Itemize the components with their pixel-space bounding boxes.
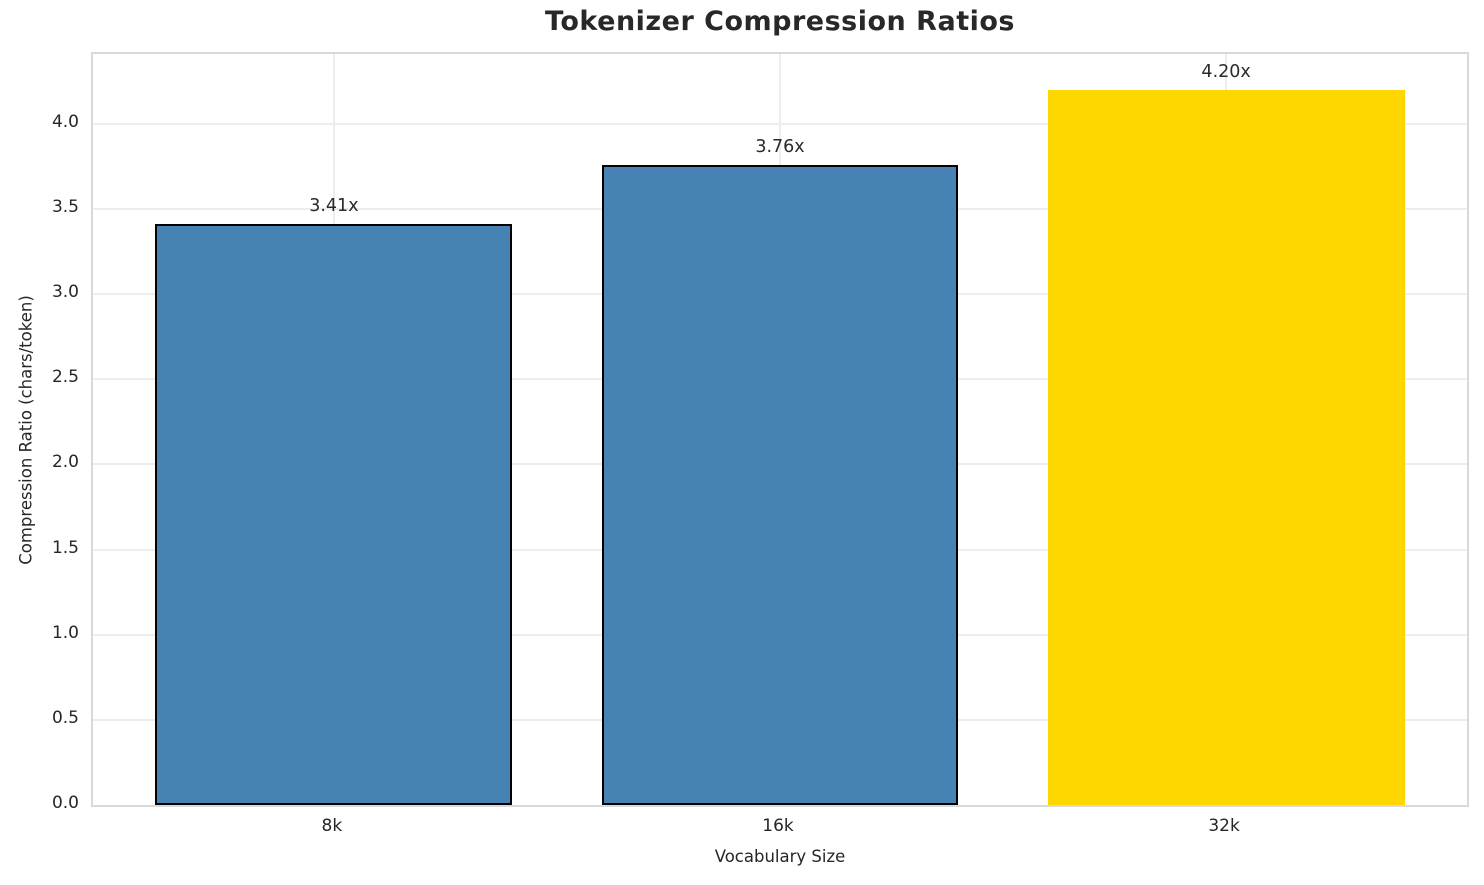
y-tick-label: 1.5 (51, 537, 79, 558)
x-tick-label: 32k (1208, 816, 1240, 836)
bar-value-label: 3.41x (309, 196, 359, 217)
y-axis-label: Compression Ratio (chars/token) (16, 295, 36, 565)
bar-value-label: 3.76x (755, 136, 805, 157)
chart-title: Tokenizer Compression Ratios (545, 6, 1015, 37)
x-axis-label: Vocabulary Size (714, 847, 846, 866)
y-tick-label: 0.5 (51, 707, 79, 728)
y-tick-label: 2.0 (51, 452, 79, 473)
y-tick-label: 2.5 (51, 367, 79, 388)
x-tick-label: 8k (321, 816, 343, 836)
y-tick-label: 0.0 (51, 793, 79, 813)
bar (155, 224, 513, 805)
bar-value-label: 4.20x (1201, 61, 1251, 82)
y-tick-label: 1.0 (51, 622, 79, 643)
x-tick-label: 16k (762, 816, 794, 836)
y-tick-label: 4.0 (51, 111, 79, 132)
bar (1047, 89, 1405, 805)
y-tick-label: 3.5 (51, 196, 79, 217)
y-tick-label: 3.0 (51, 282, 79, 303)
bar (601, 164, 959, 805)
plot-area: 3.41x 3.76x 4.20x (91, 52, 1469, 807)
